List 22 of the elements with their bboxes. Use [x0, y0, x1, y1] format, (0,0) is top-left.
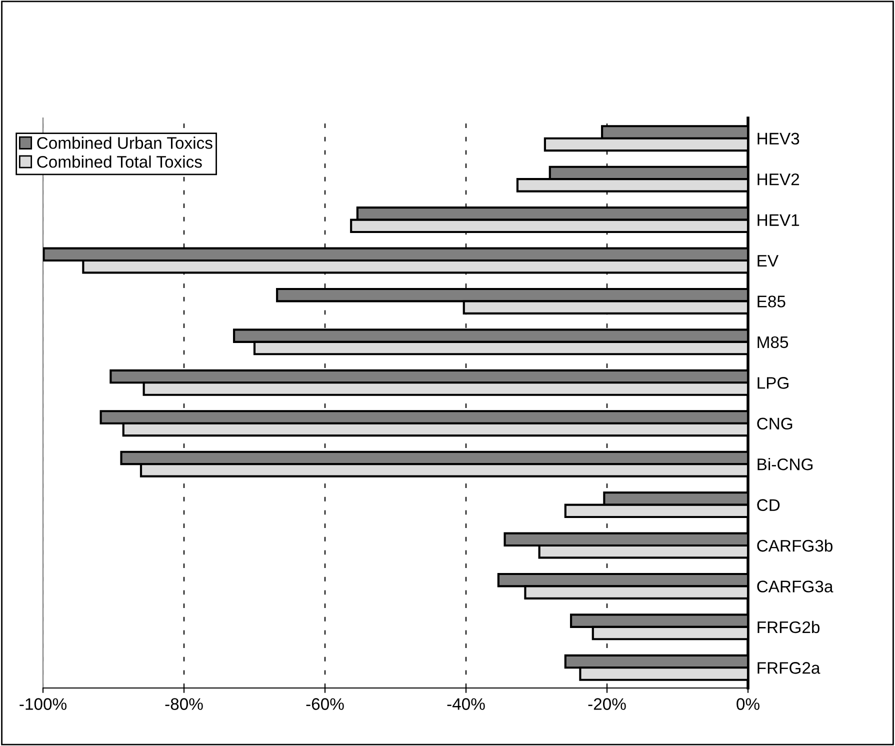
- y-tick-label: E85: [758, 296, 786, 308]
- y-tick-label: M85: [758, 336, 788, 348]
- y-tick-label: CNG: [757, 418, 792, 430]
- y-tick-label: FRFG2a: [758, 662, 820, 674]
- y-tick-label: EV: [758, 255, 778, 267]
- x-tick-label: 0%: [736, 698, 760, 710]
- x-tick-label: -100%: [20, 698, 66, 710]
- y-tick-label: Bi-CNG: [758, 458, 812, 470]
- y-tick-label: LPG: [758, 377, 788, 389]
- legend-label: Combined Total Toxics: [37, 156, 202, 168]
- y-tick-label: HEV1: [758, 214, 800, 226]
- y-tick-label: FRFG2b: [758, 620, 820, 634]
- y-tick-label: CARFG3a: [757, 580, 834, 592]
- x-tick-label: -60%: [306, 698, 344, 710]
- y-tick-label: CD: [757, 499, 780, 511]
- y-tick-label: HEV3: [758, 132, 800, 145]
- y-tick-label: HEV2: [758, 173, 800, 186]
- x-tick-label: -40%: [447, 698, 485, 710]
- legend-label: Combined Urban Toxics: [37, 136, 212, 149]
- x-tick-label: -80%: [165, 698, 203, 710]
- x-tick-label: -20%: [588, 698, 626, 710]
- y-tick-label: CARFG3b: [757, 539, 833, 552]
